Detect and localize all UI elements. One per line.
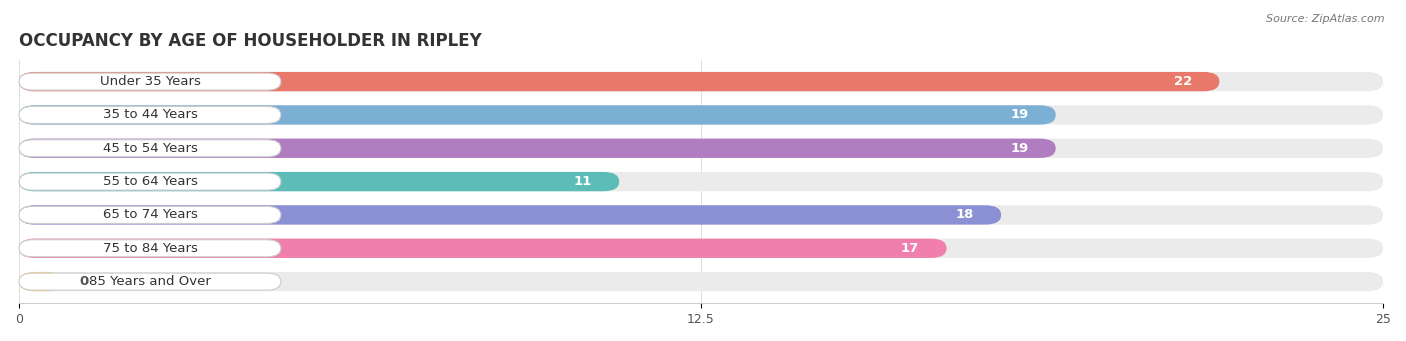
- Text: OCCUPANCY BY AGE OF HOUSEHOLDER IN RIPLEY: OCCUPANCY BY AGE OF HOUSEHOLDER IN RIPLE…: [20, 32, 482, 50]
- FancyBboxPatch shape: [20, 140, 281, 157]
- Text: 17: 17: [901, 242, 920, 255]
- FancyBboxPatch shape: [20, 273, 281, 290]
- FancyBboxPatch shape: [20, 205, 1384, 225]
- Text: 22: 22: [1174, 75, 1192, 88]
- FancyBboxPatch shape: [20, 106, 281, 123]
- FancyBboxPatch shape: [20, 206, 281, 223]
- Text: 19: 19: [1010, 142, 1028, 155]
- FancyBboxPatch shape: [20, 138, 1384, 158]
- FancyBboxPatch shape: [20, 239, 946, 258]
- FancyBboxPatch shape: [20, 105, 1384, 124]
- FancyBboxPatch shape: [20, 138, 1056, 158]
- Text: 45 to 54 Years: 45 to 54 Years: [103, 142, 197, 155]
- Text: 0: 0: [79, 275, 89, 288]
- Text: 35 to 44 Years: 35 to 44 Years: [103, 108, 197, 121]
- Text: Under 35 Years: Under 35 Years: [100, 75, 201, 88]
- FancyBboxPatch shape: [20, 173, 281, 190]
- Text: 55 to 64 Years: 55 to 64 Years: [103, 175, 197, 188]
- Text: 18: 18: [956, 208, 974, 221]
- Text: 75 to 84 Years: 75 to 84 Years: [103, 242, 197, 255]
- Text: Source: ZipAtlas.com: Source: ZipAtlas.com: [1267, 14, 1385, 24]
- FancyBboxPatch shape: [20, 72, 1219, 91]
- FancyBboxPatch shape: [20, 172, 1384, 191]
- FancyBboxPatch shape: [20, 205, 1001, 225]
- Text: 65 to 74 Years: 65 to 74 Years: [103, 208, 197, 221]
- FancyBboxPatch shape: [20, 72, 1384, 91]
- FancyBboxPatch shape: [20, 272, 63, 291]
- FancyBboxPatch shape: [20, 73, 281, 90]
- FancyBboxPatch shape: [20, 239, 1384, 258]
- Text: 11: 11: [574, 175, 592, 188]
- FancyBboxPatch shape: [20, 272, 1384, 291]
- Text: 19: 19: [1010, 108, 1028, 121]
- FancyBboxPatch shape: [20, 240, 281, 257]
- FancyBboxPatch shape: [20, 105, 1056, 124]
- FancyBboxPatch shape: [20, 172, 619, 191]
- Text: 85 Years and Over: 85 Years and Over: [89, 275, 211, 288]
